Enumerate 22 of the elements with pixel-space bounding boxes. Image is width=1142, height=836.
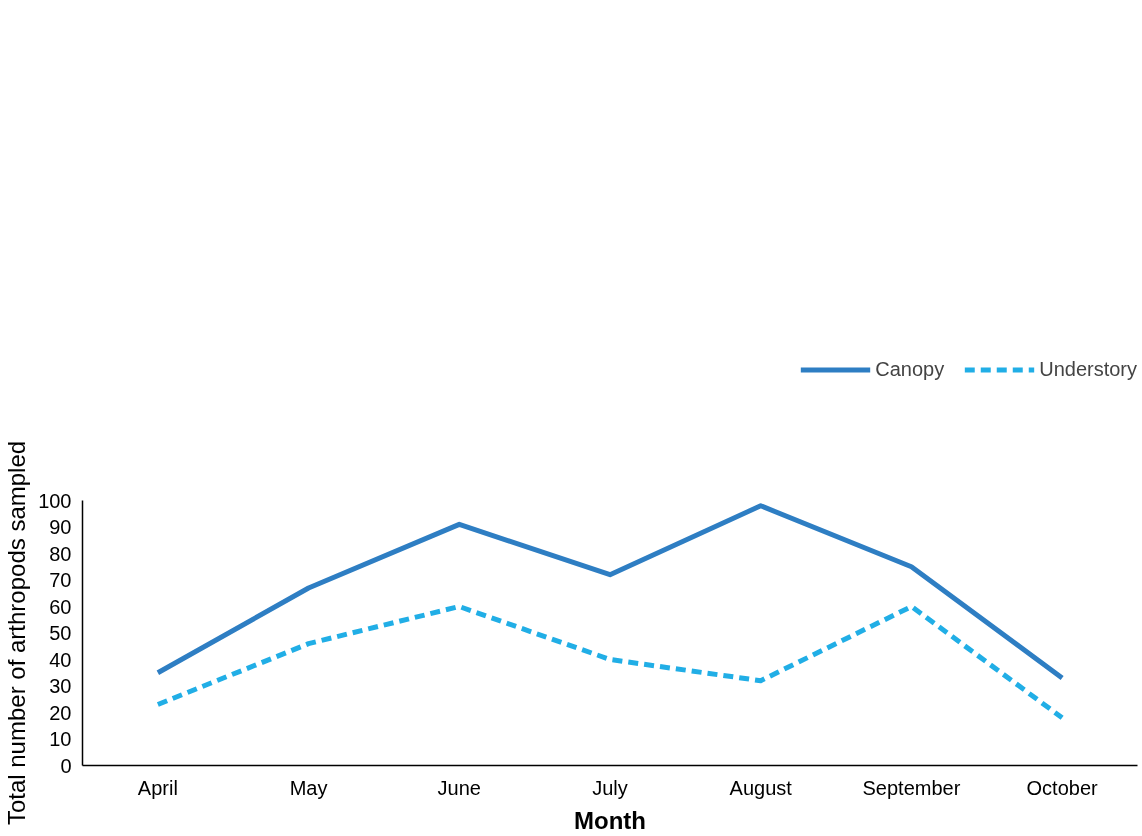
x-tick-label: July [592, 776, 628, 799]
x-tick-label: August [729, 776, 793, 799]
x-axis-title: Month [574, 806, 646, 834]
y-tick-label: 20 [49, 701, 72, 724]
legend-label: Understory [1039, 357, 1137, 381]
y-tick-label: 40 [49, 648, 72, 671]
x-tick-label: June [437, 776, 481, 799]
y-axis-title: Total number of arthropods sampled [3, 440, 31, 826]
y-tick-label: 0 [60, 754, 72, 777]
y-tick-label: 10 [49, 728, 72, 750]
x-tick-label: May [289, 776, 328, 799]
y-tick-label: 70 [49, 569, 72, 591]
legend-label: Canopy [875, 357, 945, 381]
x-tick-label: September [862, 776, 961, 799]
y-tick-label: 80 [49, 542, 72, 565]
y-tick-label: 50 [49, 622, 72, 644]
x-tick-label: April [137, 776, 178, 799]
x-tick-label: October [1026, 776, 1099, 799]
y-tick-label: 90 [49, 516, 72, 538]
y-tick-label: 60 [49, 595, 72, 618]
y-tick-label: 100 [38, 489, 72, 512]
y-tick-label: 30 [49, 675, 72, 697]
